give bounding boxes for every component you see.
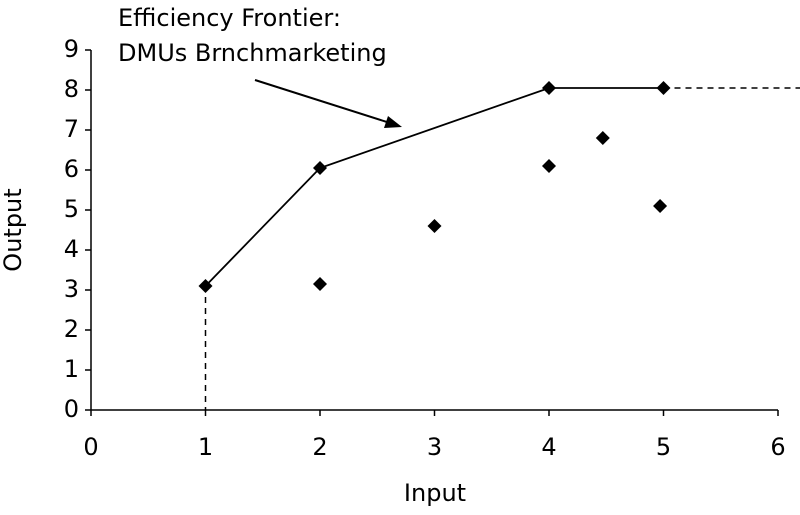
y-tick-label: 7 (64, 115, 79, 143)
y-axis-label: Output (0, 188, 27, 271)
data-point (656, 81, 671, 95)
arrow-head (384, 116, 402, 128)
data-point (313, 277, 327, 291)
x-tick-label: 6 (770, 433, 785, 461)
data-point (313, 161, 327, 175)
y-tick-label: 4 (64, 235, 79, 263)
data-point (198, 279, 213, 293)
y-tick-label: 8 (64, 75, 79, 103)
x-tick-label: 3 (427, 433, 442, 461)
annotation-line: Efficiency Frontier: (118, 4, 341, 32)
y-tick-label: 1 (64, 355, 79, 383)
y-tick-label: 3 (64, 275, 79, 303)
x-axis-label: Input (404, 479, 466, 507)
y-tick-label: 9 (64, 35, 79, 63)
data-point (542, 159, 556, 173)
y-tick-label: 5 (64, 195, 79, 223)
data-point (427, 219, 442, 233)
data-point (653, 199, 668, 213)
x-tick-label: 2 (312, 433, 327, 461)
data-point (542, 81, 556, 95)
x-tick-label: 1 (198, 433, 213, 461)
y-tick-label: 0 (64, 395, 79, 423)
x-tick-label: 4 (541, 433, 556, 461)
annotation-arrow (254, 79, 391, 124)
data-point (595, 131, 610, 145)
x-tick-label: 0 (83, 433, 98, 461)
y-tick-label: 2 (64, 315, 79, 343)
x-tick-label: 5 (656, 433, 671, 461)
frontier-line (204, 87, 664, 287)
y-tick-label: 6 (64, 155, 79, 183)
annotation-line: DMUs Brnchmarketing (118, 39, 387, 67)
